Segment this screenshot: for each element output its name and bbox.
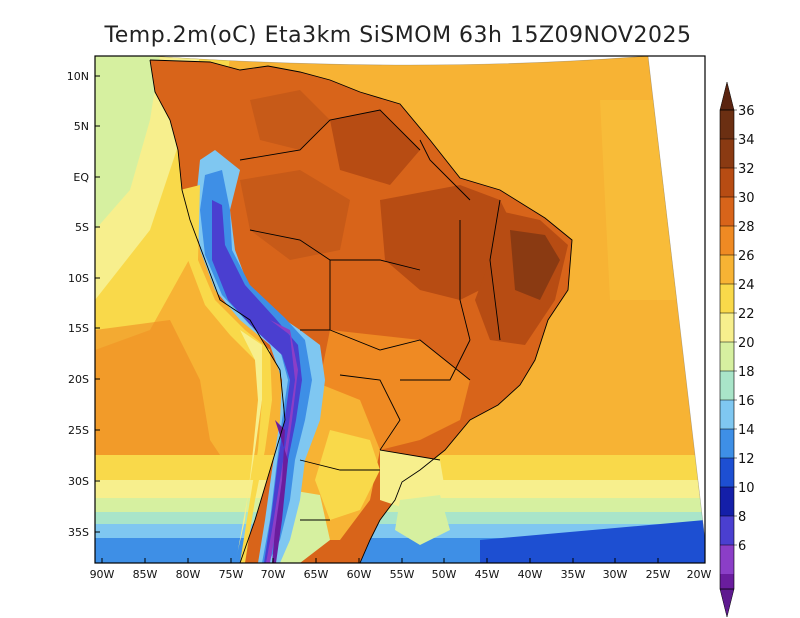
lat-label: 5S	[75, 221, 89, 234]
lat-label: 20S	[68, 373, 89, 386]
lat-label: 10N	[67, 70, 89, 83]
colorbar-label: 30	[738, 191, 755, 206]
lat-label: 5N	[74, 120, 89, 133]
lon-label: 55W	[390, 568, 415, 581]
colorbar-swatch	[720, 197, 734, 226]
longitude-axis: 90W 85W 80W 75W 70W 65W 60W 55W 50W 45W …	[90, 558, 712, 581]
colorbar-label: 20	[738, 336, 755, 351]
colorbar-swatch	[720, 284, 734, 313]
colorbar-swatch	[720, 255, 734, 284]
colorbar-bottom-cap	[719, 588, 735, 618]
colorbar-swatch	[720, 226, 734, 255]
lon-label: 35W	[561, 568, 586, 581]
colorbar-label: 28	[738, 220, 755, 235]
colorbar-label: 32	[738, 162, 755, 177]
colorbar-label: 22	[738, 307, 755, 322]
map-title: Temp.2m(oC) Eta3km SiSMOM 63h 15Z09NOV20…	[104, 23, 692, 48]
lon-label: 80W	[176, 568, 201, 581]
lon-label: 45W	[475, 568, 500, 581]
lat-label: 15S	[68, 322, 89, 335]
colorbar-label: 16	[738, 394, 755, 409]
colorbar-label: 12	[738, 452, 755, 467]
colorbar-label: 14	[738, 423, 755, 438]
colorbar-label: 6	[738, 539, 746, 554]
lat-label: 35S	[68, 526, 89, 539]
colorbar-label: 36	[738, 104, 755, 119]
lon-label: 50W	[432, 568, 457, 581]
lon-label: 60W	[347, 568, 372, 581]
colorbar-swatch	[720, 574, 734, 589]
map-frame	[94, 55, 706, 564]
lat-label: EQ	[73, 171, 89, 184]
colorbar-top-cap	[719, 81, 735, 111]
colorbar-swatch	[720, 313, 734, 342]
temperature-colorbar: 36 34 32 30 28 26 24 22 20 18 16 14 12 10 8 6	[719, 81, 755, 618]
colorbar-swatch	[720, 458, 734, 487]
colorbar-swatch	[720, 487, 734, 516]
colorbar-swatch	[720, 139, 734, 168]
colorbar-label: 8	[738, 510, 746, 525]
lon-label: 25W	[646, 568, 671, 581]
colorbar-swatch	[720, 342, 734, 371]
colorbar-label: 26	[738, 249, 755, 264]
lat-label: 30S	[68, 475, 89, 488]
lon-label: 65W	[304, 568, 329, 581]
colorbar-swatch	[720, 400, 734, 429]
colorbar-swatch	[720, 429, 734, 458]
colorbar-swatch	[720, 371, 734, 400]
latitude-axis: 10N 5N EQ 5S 10S 15S 20S 25S 30S 35S	[67, 70, 100, 539]
lat-label: 10S	[68, 272, 89, 285]
map-panel	[94, 55, 706, 564]
lon-label: 40W	[518, 568, 543, 581]
colorbar-label: 24	[738, 278, 755, 293]
lon-label: 85W	[133, 568, 158, 581]
colorbar-swatch	[720, 110, 734, 139]
lon-label: 90W	[90, 568, 115, 581]
lat-label: 25S	[68, 424, 89, 437]
colorbar-swatch	[720, 545, 734, 574]
lon-label: 70W	[261, 568, 286, 581]
colorbar-swatch	[720, 516, 734, 545]
lon-label: 20W	[687, 568, 712, 581]
colorbar-label: 18	[738, 365, 755, 380]
country-borders	[149, 59, 573, 563]
lon-label: 30W	[603, 568, 628, 581]
lon-label: 75W	[219, 568, 244, 581]
colorbar-swatch	[720, 168, 734, 197]
colorbar-label: 34	[738, 133, 755, 148]
colorbar-label: 10	[738, 481, 755, 496]
